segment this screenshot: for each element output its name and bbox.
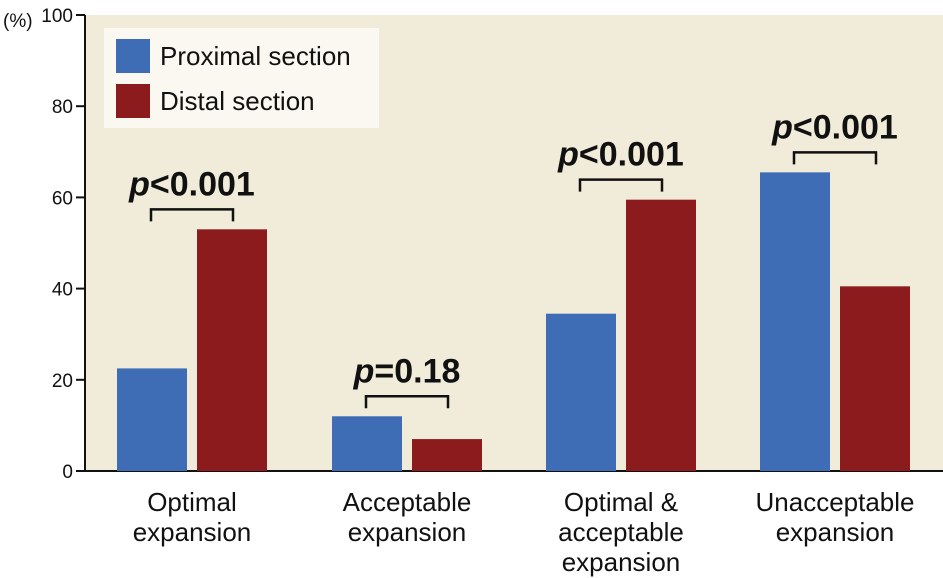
p-value-label: p<0.001: [557, 136, 684, 174]
y-tick-label: 0: [62, 462, 73, 483]
p-value-label: p<0.001: [128, 165, 255, 203]
y-tick-label: 80: [52, 97, 73, 118]
p-value-label: p=0.18: [353, 352, 461, 390]
y-tick-label: 100: [41, 6, 73, 27]
bar-proximal: [546, 313, 616, 471]
bar-distal: [626, 199, 696, 471]
p-value-brackets: p<0.001 p=0.18 p<0.001 p<0.001: [128, 108, 898, 409]
p-value-bracket: [578, 178, 664, 192]
x-category-label: Acceptable expansion: [343, 487, 472, 547]
legend-swatch: [116, 39, 150, 73]
p-value-bracket: [792, 151, 878, 165]
legend-label: Distal section: [160, 86, 315, 116]
x-category-label: Optimal expansion: [133, 487, 252, 547]
legend-swatch: [116, 84, 150, 118]
y-axis-unit-label: (%): [3, 11, 33, 32]
legend: Proximal section Distal section: [104, 28, 379, 128]
y-tick-label: 60: [52, 188, 73, 209]
legend-label: Proximal section: [160, 41, 351, 71]
y-tick-label: 20: [52, 371, 73, 392]
bar-proximal: [332, 416, 402, 471]
p-value-bracket: [364, 395, 450, 409]
y-tick-label: 40: [52, 280, 73, 301]
p-value-bracket: [149, 208, 235, 222]
x-category-label: Optimal & acceptable expansion: [558, 487, 684, 577]
bar-proximal: [760, 172, 830, 471]
x-category-label: Unacceptable expansion: [756, 487, 915, 547]
bar-distal: [412, 439, 482, 471]
bars: [117, 172, 910, 471]
bar-distal: [840, 286, 910, 471]
x-axis-labels: Optimal expansion Acceptable expansion Optim…: [133, 487, 915, 577]
bar-proximal: [117, 368, 187, 471]
p-value-label: p<0.001: [771, 108, 898, 146]
bar-distal: [197, 229, 267, 471]
